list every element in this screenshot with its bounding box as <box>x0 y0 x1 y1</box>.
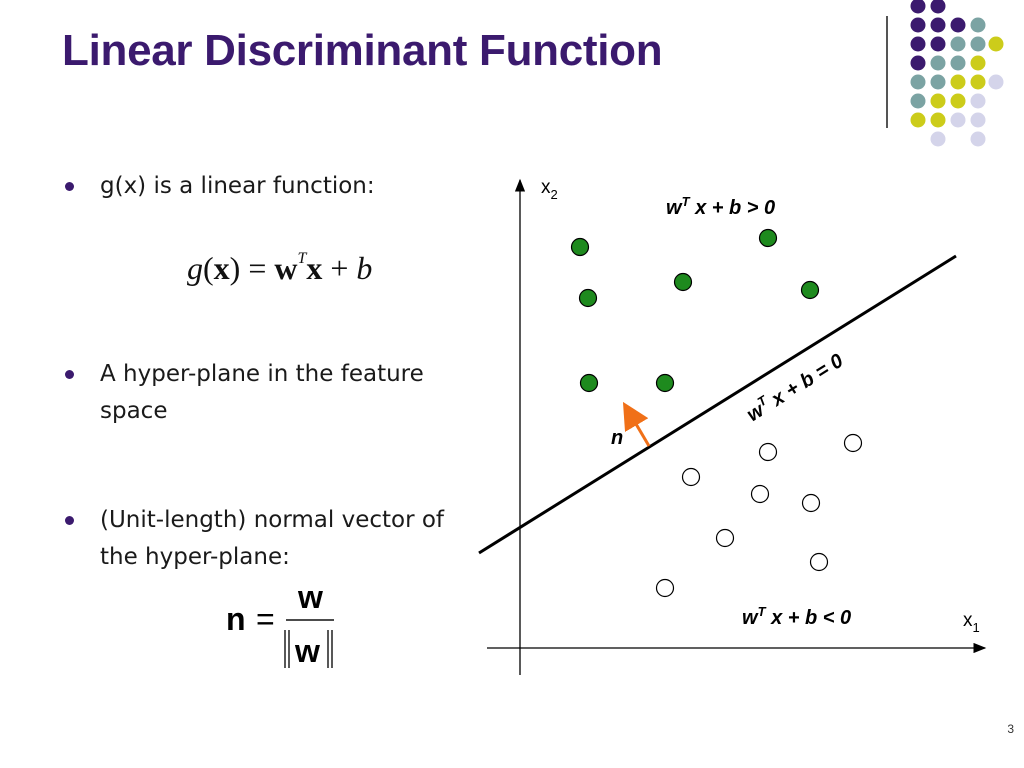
decorative-dot <box>970 17 986 33</box>
decorative-dot <box>930 55 946 71</box>
positive-region-label: wT x + b > 0 <box>666 194 775 219</box>
formula-open-paren: ( <box>203 250 214 286</box>
bullet-text: g(x) is a linear function: <box>100 173 375 199</box>
formula-x2: x <box>306 250 323 286</box>
formula-equals: = <box>240 250 275 286</box>
formula-unit-normal: n = w w <box>226 579 334 669</box>
decorative-dot <box>970 36 986 52</box>
negative-point <box>750 484 770 504</box>
decorative-dot <box>988 36 1004 52</box>
bullet-text-line2: the hyper-plane: <box>100 544 290 570</box>
decorative-dot <box>970 131 986 147</box>
decorative-dot <box>950 17 966 33</box>
decorative-dot <box>910 112 926 128</box>
decorative-dot-grid <box>910 0 1004 147</box>
bullet-normal-vector: (Unit-length) normal vector of the hyper… <box>65 502 445 576</box>
decorative-dot <box>930 0 946 14</box>
decorative-dot <box>930 131 946 147</box>
negative-point <box>843 433 863 453</box>
negative-point <box>809 552 829 572</box>
bullet-text-line1: A hyper-plane in the feature <box>100 361 424 387</box>
y-axis-label: x2 <box>541 177 558 202</box>
decorative-dot <box>970 112 986 128</box>
decorative-dot <box>970 74 986 90</box>
positive-point <box>758 228 778 248</box>
decorative-dot <box>930 74 946 90</box>
positive-point <box>800 280 820 300</box>
formula-denominator: w <box>294 633 320 669</box>
positive-point <box>579 373 599 393</box>
formula-linear: g(x) = wTx + b <box>187 250 372 287</box>
decorative-dot <box>930 17 946 33</box>
formula-w: w <box>274 250 298 286</box>
slide-title: Linear Discriminant Function <box>62 26 663 75</box>
decorative-dot <box>910 93 926 109</box>
bullet-hyperplane: A hyper-plane in the feature space <box>65 356 424 430</box>
formula-transpose: T <box>297 250 307 267</box>
bullet-text-line1: (Unit-length) normal vector of <box>100 507 445 533</box>
negative-point <box>681 467 701 487</box>
negative-point <box>655 578 675 598</box>
decorative-dot <box>950 74 966 90</box>
decorative-dot <box>910 55 926 71</box>
formula-plus: + <box>322 250 357 286</box>
normal-vector-arrow <box>622 401 651 447</box>
boundary-label: wT x + b = 0 <box>741 347 847 426</box>
formula-equals: = <box>256 601 275 637</box>
formula-b: b <box>356 250 373 286</box>
title-divider <box>886 16 888 128</box>
positive-point <box>578 288 598 308</box>
decorative-dot <box>910 36 926 52</box>
negative-point <box>758 442 778 462</box>
formula-n: n <box>226 601 246 637</box>
negative-class-points <box>655 433 863 598</box>
decorative-dot <box>930 36 946 52</box>
decorative-dot <box>970 93 986 109</box>
decorative-dot <box>970 55 986 71</box>
decorative-dot <box>930 112 946 128</box>
negative-point <box>715 528 735 548</box>
bullet-linear-function: g(x) is a linear function: <box>65 168 375 205</box>
bullet-dot <box>65 516 74 525</box>
formula-x: x <box>213 250 230 286</box>
decorative-dot <box>910 74 926 90</box>
bullet-text-line2: space <box>100 398 168 424</box>
decorative-dot <box>950 93 966 109</box>
page-number: 3 <box>1007 722 1014 736</box>
x-axis-label: x1 <box>963 610 980 635</box>
decorative-dot <box>930 93 946 109</box>
formula-g: g <box>187 250 203 286</box>
negative-region-label: wT x + b < 0 <box>742 604 851 629</box>
positive-point <box>673 272 693 292</box>
formula-close-paren: ) <box>229 250 241 286</box>
bullet-dot <box>65 370 74 379</box>
decorative-dot <box>950 55 966 71</box>
negative-point <box>801 493 821 513</box>
decorative-dot <box>950 36 966 52</box>
normal-vector-label: n <box>611 427 623 449</box>
positive-point <box>570 237 590 257</box>
decorative-dot <box>988 74 1004 90</box>
decision-boundary-line <box>478 254 957 555</box>
positive-point <box>655 373 675 393</box>
formula-numerator: w <box>297 579 323 615</box>
decorative-dot <box>950 112 966 128</box>
decorative-dot <box>910 17 926 33</box>
bullet-dot <box>65 182 74 191</box>
positive-class-points <box>570 228 820 393</box>
decorative-dot <box>910 0 926 14</box>
